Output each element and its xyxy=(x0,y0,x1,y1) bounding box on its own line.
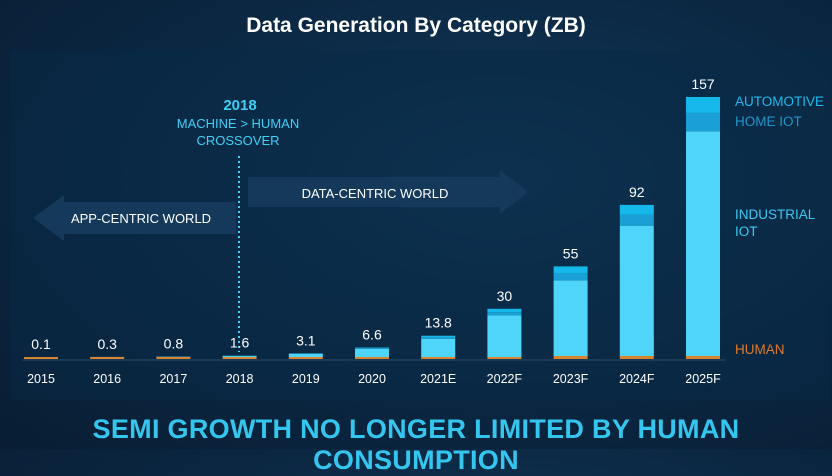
chart: APP-CENTRIC WORLD DATA-CENTRIC WORLD 201… xyxy=(0,0,832,449)
bar-human-2020 xyxy=(355,357,389,359)
crossover-line2: CROSSOVER xyxy=(196,133,279,148)
category-label-2015: 2015 xyxy=(27,372,55,386)
bar-automotive-2025F xyxy=(686,97,720,113)
value-label-2020: 6.6 xyxy=(362,327,382,343)
bar-human-2024F xyxy=(620,356,654,359)
bar-human-2015 xyxy=(24,357,58,359)
bar-human-2019 xyxy=(289,357,323,359)
value-label-2016: 0.3 xyxy=(97,336,117,352)
bar-human-2023F xyxy=(554,356,588,359)
bar-home-iot-2024F xyxy=(620,215,654,226)
footer-headline: SEMI GROWTH NO LONGER LIMITED BY HUMAN C… xyxy=(0,414,832,476)
app-centric-label: APP-CENTRIC WORLD xyxy=(71,211,211,226)
bar-human-2017 xyxy=(156,357,190,359)
bar-home-iot-2022F xyxy=(487,312,521,315)
bar-industrial-iot-2022F xyxy=(487,315,521,357)
bar-human-2018 xyxy=(223,357,257,359)
bar-automotive-2024F xyxy=(620,205,654,215)
legend-industrial-iot: INDUSTRIAL IOT xyxy=(735,207,819,239)
value-label-2019: 3.1 xyxy=(296,332,316,348)
bar-human-2021E xyxy=(421,357,455,359)
bar-human-2025F xyxy=(686,356,720,359)
bar-human-2022F xyxy=(487,357,521,359)
value-label-2023F: 55 xyxy=(563,245,579,261)
value-label-2018: 1.6 xyxy=(230,335,250,351)
bar-automotive-2021E xyxy=(421,336,455,338)
bar-industrial-iot-2023F xyxy=(554,280,588,356)
bar-automotive-2023F xyxy=(554,266,588,273)
bar-home-iot-2025F xyxy=(686,113,720,131)
data-centric-label: DATA-CENTRIC WORLD xyxy=(302,186,449,201)
value-label-2022F: 30 xyxy=(497,288,513,304)
crossover-line1: MACHINE > HUMAN xyxy=(177,116,299,131)
legend-human: HUMAN xyxy=(735,342,785,357)
category-label-2020: 2020 xyxy=(358,372,386,386)
value-label-2017: 0.8 xyxy=(164,336,184,352)
value-label-2015: 0.1 xyxy=(31,336,51,352)
legend-home-iot: HOME IOT xyxy=(735,114,802,129)
bar-human-2016 xyxy=(90,357,124,359)
category-label-2022F: 2022F xyxy=(487,372,523,386)
bar-industrial-iot-2024F xyxy=(620,226,654,356)
category-label-2019: 2019 xyxy=(292,372,320,386)
bar-automotive-2022F xyxy=(487,309,521,312)
category-label-2024F: 2024F xyxy=(619,372,655,386)
category-label-2025F: 2025F xyxy=(685,372,721,386)
legend-automotive: AUTOMOTIVE xyxy=(735,94,824,109)
category-label-2023F: 2023F xyxy=(553,372,589,386)
bar-home-iot-2023F xyxy=(554,274,588,281)
bar-industrial-iot-2021E xyxy=(421,339,455,357)
legend-industrial-line2: IOT xyxy=(735,224,758,239)
value-label-2025F: 157 xyxy=(691,76,715,92)
crossover-year: 2018 xyxy=(223,97,256,114)
category-label-2018: 2018 xyxy=(226,372,254,386)
value-label-2024F: 92 xyxy=(629,184,645,200)
value-label-2021E: 13.8 xyxy=(425,315,452,331)
bar-industrial-iot-2020 xyxy=(355,349,389,357)
bar-industrial-iot-2018 xyxy=(223,356,257,357)
category-label-2021E: 2021E xyxy=(420,372,456,386)
bar-industrial-iot-2025F xyxy=(686,131,720,356)
legend-industrial-line1: INDUSTRIAL xyxy=(735,207,816,222)
category-label-2017: 2017 xyxy=(159,372,187,386)
bar-automotive-2020 xyxy=(355,348,389,349)
bar-industrial-iot-2019 xyxy=(289,354,323,357)
category-label-2016: 2016 xyxy=(93,372,121,386)
bar-home-iot-2021E xyxy=(421,337,455,338)
